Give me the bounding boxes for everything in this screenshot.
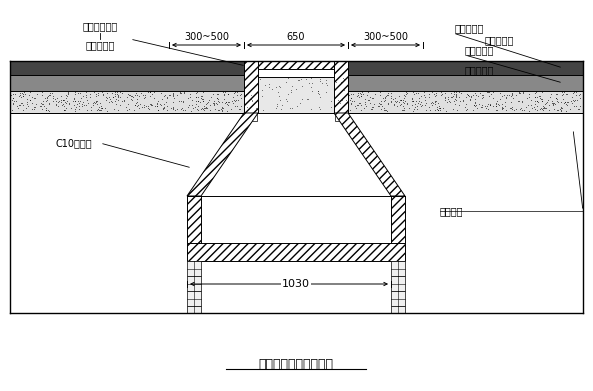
Text: 300~500: 300~500 <box>363 32 408 42</box>
Bar <box>244 61 258 113</box>
Polygon shape <box>187 113 258 196</box>
Text: C10混凝土: C10混凝土 <box>55 138 92 148</box>
Bar <box>10 61 244 75</box>
Bar <box>334 61 348 113</box>
Bar <box>244 61 258 113</box>
Text: 沥青混凝土: 沥青混凝土 <box>465 45 495 55</box>
Bar <box>187 196 201 243</box>
Text: 650: 650 <box>287 32 305 42</box>
Bar <box>334 61 348 113</box>
Polygon shape <box>334 113 405 196</box>
Bar <box>244 61 348 69</box>
Bar <box>391 261 405 276</box>
Bar <box>187 306 201 313</box>
Bar <box>10 75 244 91</box>
Bar <box>391 196 405 243</box>
Bar <box>244 61 348 69</box>
Bar <box>391 306 405 313</box>
Bar <box>348 75 583 91</box>
Text: 超早强钢纤维: 超早强钢纤维 <box>82 21 117 31</box>
Bar <box>342 113 347 121</box>
Bar <box>391 291 405 306</box>
Bar <box>187 291 201 306</box>
Bar <box>391 276 405 291</box>
Bar <box>245 113 250 121</box>
Text: 道路表面层: 道路表面层 <box>455 23 484 33</box>
Bar <box>187 276 201 291</box>
Bar <box>335 113 340 121</box>
Bar <box>187 243 405 261</box>
Bar <box>391 196 405 243</box>
Bar <box>187 261 201 276</box>
Text: 道路基层: 道路基层 <box>440 206 464 216</box>
Text: 1030: 1030 <box>282 279 310 289</box>
Text: 300~500: 300~500 <box>184 32 229 42</box>
Bar <box>10 91 244 113</box>
Bar <box>348 61 583 75</box>
Bar <box>348 91 583 113</box>
Text: 提升检查井里面示意图: 提升检查井里面示意图 <box>259 357 333 371</box>
Bar <box>187 243 405 261</box>
Text: 沥青混凝土: 沥青混凝土 <box>465 65 495 75</box>
Text: 道路底面层: 道路底面层 <box>485 35 514 45</box>
Bar <box>252 113 257 121</box>
Text: 黑色混凝土: 黑色混凝土 <box>85 40 114 50</box>
Bar <box>187 196 201 243</box>
Bar <box>244 77 348 113</box>
